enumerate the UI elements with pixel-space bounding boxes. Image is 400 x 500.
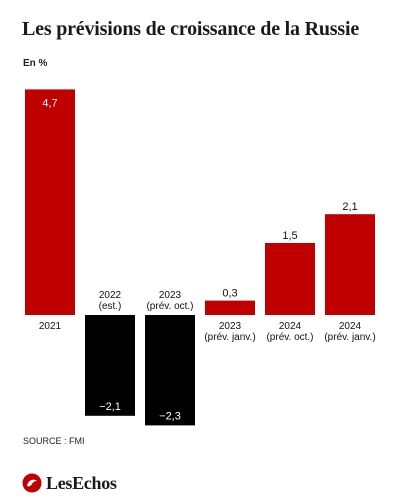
unit-label: En %: [23, 58, 48, 69]
category-label-1-line-0: 2022: [99, 290, 122, 301]
category-label-2-line-1: (prév. oct.): [146, 301, 193, 312]
chart-title: Les prévisions de croissance de la Russi…: [22, 18, 359, 40]
value-label-3: 0,3: [222, 288, 237, 300]
value-label-1: −2,1: [99, 401, 121, 413]
value-label-5: 2,1: [342, 201, 357, 213]
category-label-1-line-1: (est.): [99, 301, 122, 312]
les-echos-logo-icon: [22, 473, 42, 493]
bar-4: [265, 243, 315, 315]
value-label-2: −2,3: [159, 410, 181, 422]
bar-1: [85, 315, 135, 416]
category-label-2-line-0: 2023: [159, 290, 182, 301]
category-label-0: 2021: [39, 321, 62, 332]
category-label-5-line-0: 2024: [339, 321, 362, 332]
category-label-4-line-0: 2024: [279, 321, 302, 332]
value-label-4: 1,5: [282, 230, 297, 242]
bar-5: [325, 214, 375, 315]
bar-3: [205, 300, 255, 315]
les-echos-logo: LesEchos: [22, 470, 117, 496]
category-label-5-line-1: (prév. janv.): [324, 332, 375, 343]
source-note: SOURCE : FMI: [23, 436, 85, 446]
value-label-0: 4,7: [42, 97, 57, 109]
bar-2: [145, 315, 195, 426]
category-label-3-line-0: 2023: [219, 321, 242, 332]
category-label-4-line-1: (prév. oct.): [266, 332, 313, 343]
logo-text: LesEchos: [46, 472, 117, 493]
category-label-3-line-1: (prév. janv.): [204, 332, 255, 343]
bar-0: [25, 89, 75, 316]
